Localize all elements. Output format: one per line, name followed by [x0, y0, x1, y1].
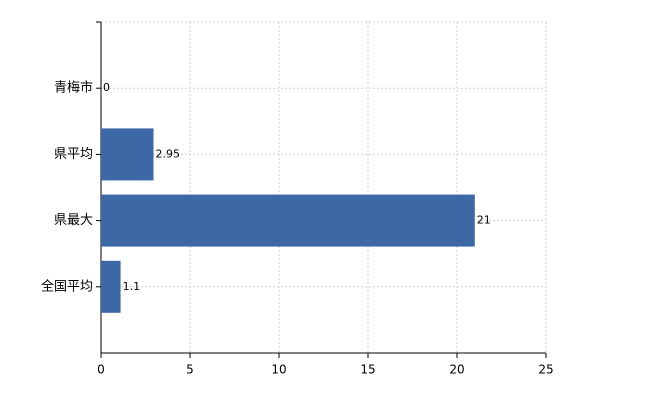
x-tick-label: 10	[271, 363, 286, 377]
x-tick-label: 20	[449, 363, 464, 377]
y-tick-label: 県最大	[54, 213, 93, 228]
x-tick-label: 0	[97, 363, 105, 377]
y-tick-label: 全国平均	[41, 278, 93, 294]
y-tick-label: 青梅市	[54, 80, 93, 96]
bar	[101, 260, 121, 313]
value-label: 1.1	[123, 280, 141, 293]
x-tick-label: 25	[538, 363, 553, 377]
y-tick-label: 県平均	[54, 147, 93, 162]
value-label: 2.95	[156, 147, 181, 160]
value-label: 0	[103, 81, 110, 94]
bar	[101, 194, 475, 247]
value-label: 21	[477, 214, 491, 227]
x-tick-label: 5	[186, 363, 194, 377]
bar	[101, 128, 154, 181]
x-tick-label: 15	[360, 363, 375, 377]
